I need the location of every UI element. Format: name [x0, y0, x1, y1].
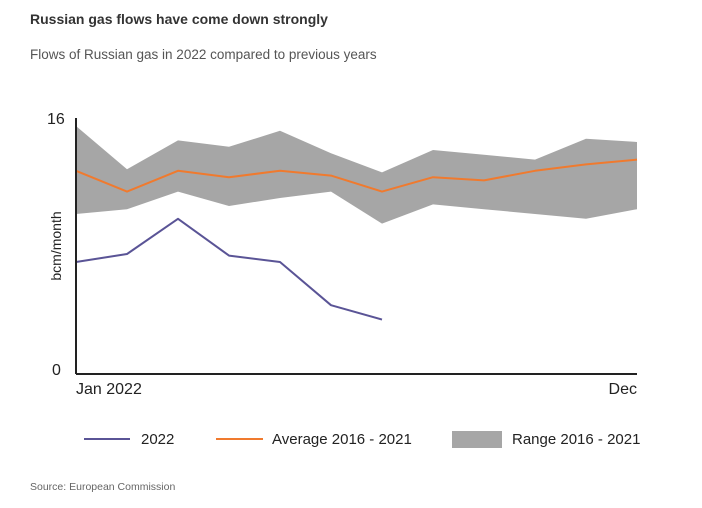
y-tick-label-min: 0: [52, 362, 61, 379]
legend-label-average: Average 2016 - 2021: [272, 431, 412, 448]
range-band: [76, 126, 637, 224]
series-2022-line: [75, 217, 383, 321]
chart-subtitle: Flows of Russian gas in 2022 compared to…: [30, 47, 377, 62]
y-axis-label: bcm/month: [48, 211, 64, 280]
legend-label-2022: 2022: [141, 431, 174, 448]
legend: 2022 Average 2016 - 2021 Range 2016 - 20…: [84, 431, 640, 448]
source-note: Source: European Commission: [30, 481, 176, 493]
series-average-line: [75, 158, 638, 193]
chart-title: Russian gas flows have come down strongl…: [30, 11, 328, 27]
x-tick-label-start: Jan 2022: [76, 381, 142, 398]
legend-swatch-range: [452, 431, 502, 448]
x-tick-label-end: Dec: [609, 381, 637, 398]
legend-label-range: Range 2016 - 2021: [512, 431, 640, 448]
y-tick-label-max: 16: [47, 111, 65, 128]
plot-area: [75, 126, 638, 321]
